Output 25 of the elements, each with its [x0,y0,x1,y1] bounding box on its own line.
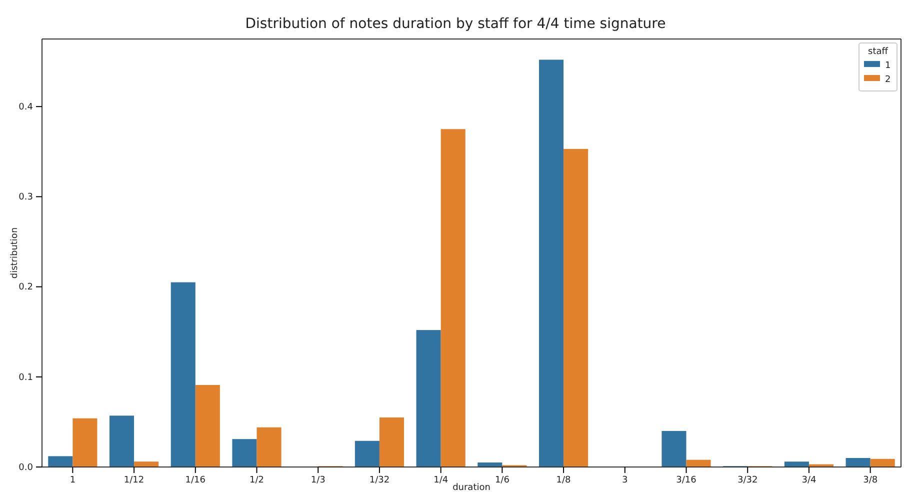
x-tick-label: 3/32 [738,475,758,486]
x-tick-label: 1/4 [434,475,448,486]
x-tick-label: 3 [622,475,628,486]
legend-label: 2 [885,75,891,85]
x-tick-label: 1/2 [250,475,264,486]
y-tick-label: 0.0 [18,462,34,473]
legend-label: 1 [885,61,891,71]
x-tick-label: 1/16 [185,475,206,486]
y-axis-title: distribution [10,227,20,279]
x-tick-label: 1 [70,475,76,486]
y-tick-label: 0.2 [18,282,33,293]
x-tick-label: 1/6 [494,475,510,486]
y-tick-label: 0.1 [18,372,33,383]
x-tick-label: 3/16 [676,475,697,486]
x-tick-label: 1/8 [556,475,572,486]
x-tick-label: 3/8 [863,475,878,486]
y-tick-label: 0.4 [18,102,34,112]
x-tick-label: 1/3 [310,475,326,486]
x-tick-label: 3/4 [802,475,816,486]
legend-title: staff [868,47,889,57]
x-tick-label: 1/32 [369,475,390,486]
y-tick-label: 0.3 [18,192,33,203]
x-axis-title: duration [452,483,490,492]
x-tick-label: 1/12 [124,475,144,486]
chart-title: Distribution of notes duration by staff for 4/4 time signature [245,16,666,32]
